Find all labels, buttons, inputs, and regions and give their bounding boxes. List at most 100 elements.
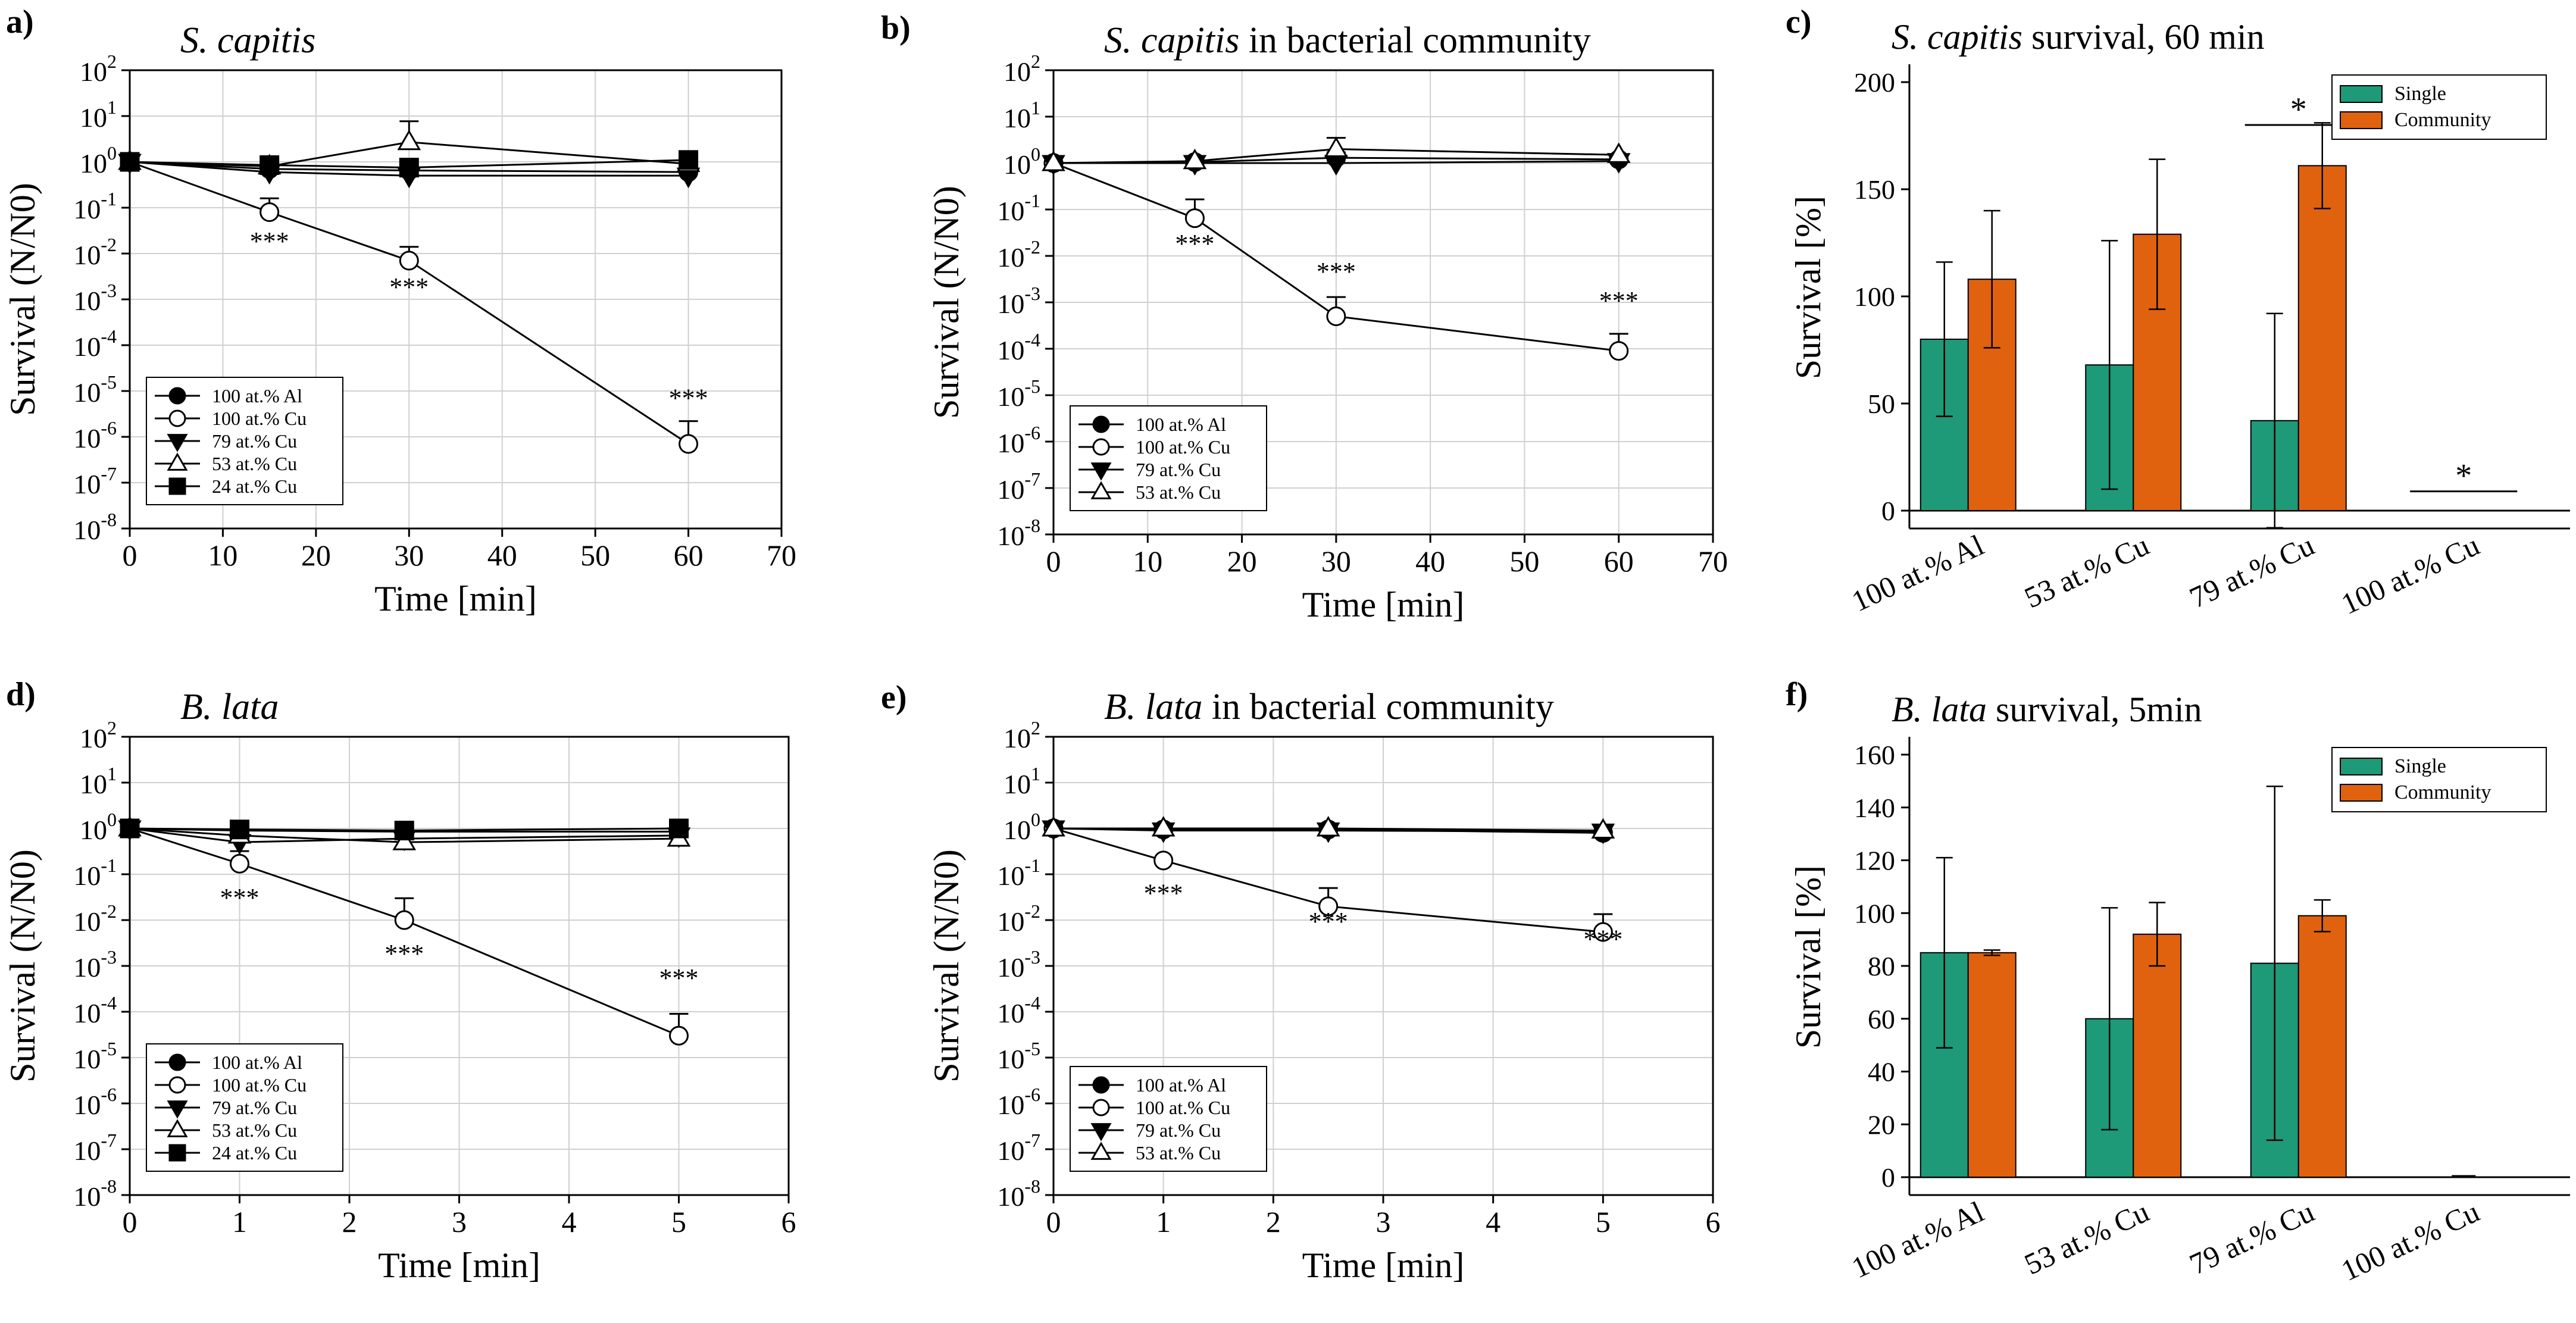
y-tick-exponent: -5 (1024, 376, 1040, 397)
y-tick-label: 10-1 (73, 188, 117, 224)
data-point-marker (1153, 850, 1174, 871)
series-line (1053, 827, 1603, 832)
legend-label: 100 at.% Cu (212, 1074, 307, 1096)
y-tick-exponent: -1 (1024, 855, 1040, 876)
series-line (129, 827, 679, 843)
chart-title: S. capitis (180, 20, 315, 61)
y-axis-label: Survival (N/N0) (927, 849, 966, 1083)
bar-community (2297, 165, 2347, 511)
x-tick-label: 6 (1706, 1205, 1721, 1238)
y-axis-label: Survival (N/N0) (3, 849, 42, 1083)
y-tick-exponent: -7 (1024, 468, 1040, 490)
legend-label: 79 at.% Cu (1136, 459, 1221, 480)
data-point-marker (1042, 815, 1065, 837)
y-tick-label: 102 (1003, 717, 1040, 753)
y-tick-label: 10-6 (997, 422, 1040, 458)
data-point-marker (1090, 462, 1112, 481)
y-tick-exponent: 0 (1031, 143, 1040, 165)
x-tick-label: 30 (394, 539, 424, 572)
y-tick-label: 10-5 (997, 1038, 1040, 1074)
series-24-at-cu (120, 150, 699, 178)
legend-label: 100 at.% Al (212, 1052, 302, 1073)
y-tick-exponent: -8 (101, 1175, 117, 1197)
x-tick-label: 10 (1133, 545, 1162, 578)
x-axis-label: Time [min] (1302, 1246, 1465, 1285)
data-point-marker (1090, 481, 1112, 499)
y-tick-exponent: -5 (101, 1038, 117, 1059)
y-tick-label: 10-5 (73, 371, 117, 408)
y-tick-exponent: 2 (107, 717, 117, 739)
legend-label: 53 at.% Cu (1136, 1142, 1221, 1164)
x-tick-label: 20 (1227, 545, 1257, 578)
data-point-marker (1591, 818, 1615, 839)
y-tick-label: 10-7 (73, 1130, 117, 1166)
data-point-marker (1092, 415, 1110, 433)
data-point-marker (1183, 148, 1207, 170)
y-tick-label: 10-6 (997, 1084, 1040, 1120)
data-point-marker (399, 158, 419, 178)
data-point-marker (167, 434, 188, 452)
data-point-marker (1151, 815, 1176, 837)
x-tick-label: 20 (301, 539, 331, 572)
y-tick-label: 10-8 (997, 1175, 1040, 1212)
significance-label: *** (1144, 878, 1183, 908)
y-tick-label: 10-5 (73, 1038, 117, 1074)
legend-label: 24 at.% Cu (212, 476, 297, 497)
panel-label: f) (1786, 676, 1808, 713)
y-tick-exponent: -4 (101, 992, 117, 1014)
data-point-marker (167, 452, 188, 471)
data-point-marker (399, 251, 419, 271)
series-line (1053, 827, 1603, 833)
series-line (129, 161, 689, 177)
chart-panel-d: 10-810-710-610-510-410-310-210-110010110… (3, 687, 796, 1285)
data-point-marker (1609, 341, 1629, 361)
y-tick-label: 10-4 (73, 326, 117, 362)
series-line (1053, 162, 1619, 352)
data-point-marker (168, 1144, 186, 1162)
series-line (1053, 160, 1619, 164)
x-tick-label: 0 (1046, 545, 1061, 578)
x-tick-label: 5 (1596, 1205, 1611, 1238)
y-tick-exponent: 0 (107, 809, 117, 830)
x-tick-label: 5 (671, 1205, 686, 1238)
y-tick-label: 10-1 (997, 190, 1040, 226)
data-point-marker (168, 1053, 186, 1071)
y-axis-label: Survival (N/N0) (3, 183, 42, 416)
x-axis-label: Time [min] (378, 1246, 540, 1285)
category-label: 53 at.% Cu (2019, 1194, 2154, 1281)
significance-label: *** (220, 883, 260, 912)
series-line (1053, 827, 1603, 933)
data-point-marker (1090, 1123, 1112, 1141)
legend-swatch-community (2340, 784, 2383, 802)
chart-title: S. capitis survival, 60 min (1892, 17, 2265, 57)
legend-swatch-single (2340, 85, 2383, 103)
data-point-marker (1324, 136, 1348, 158)
y-tick-label: 10-7 (73, 463, 117, 499)
chart-title: B. lata in bacterial community (1104, 687, 1554, 727)
significance-label: *** (1317, 257, 1356, 286)
y-tick-label: 10-5 (997, 376, 1040, 412)
y-tick-label: 10-3 (73, 280, 117, 316)
panel-label: c) (1786, 4, 1812, 40)
x-tick-label: 4 (562, 1205, 577, 1238)
y-tick-label: 100 (1003, 143, 1040, 180)
y-tick-exponent: -1 (1024, 190, 1040, 211)
y-tick-label: 10-2 (997, 900, 1040, 937)
y-tick-label: 10-7 (997, 468, 1040, 505)
x-tick-label: 3 (452, 1205, 467, 1238)
x-tick-label: 1 (232, 1205, 247, 1238)
y-tick-label: 10-1 (73, 855, 117, 891)
chart-title-rest: in bacterial community (1202, 687, 1554, 727)
y-tick-label: 50 (1868, 389, 1895, 419)
data-point-marker (1184, 208, 1205, 229)
category-label: 79 at.% Cu (2184, 1194, 2319, 1281)
category-label: 100 at.% Cu (2336, 528, 2484, 621)
y-tick-exponent: -6 (101, 1084, 117, 1105)
y-tick-exponent: 0 (107, 142, 117, 164)
y-tick-exponent: -1 (101, 855, 117, 876)
y-tick-exponent: -7 (101, 1130, 117, 1151)
chart-panel-e: 10-810-710-610-510-410-310-210-110010110… (927, 687, 1721, 1285)
y-tick-label: 101 (80, 763, 117, 799)
y-axis-label: Survival (N/N0) (927, 186, 966, 419)
legend-label: 79 at.% Cu (212, 430, 297, 452)
